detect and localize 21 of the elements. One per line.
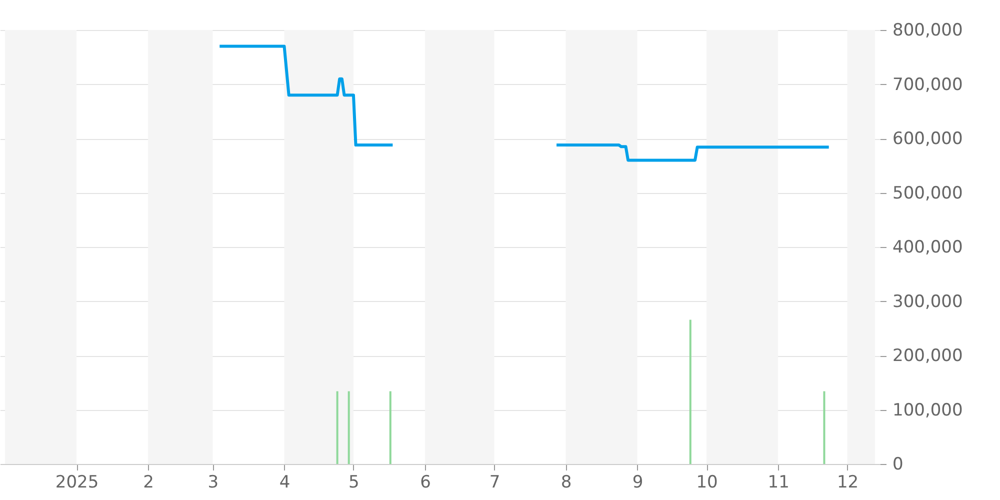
y-tick-label: 200,000 — [892, 346, 963, 366]
y-tick-label: 300,000 — [892, 292, 963, 312]
x-tick-label: 5 — [348, 472, 360, 492]
y-tick-label: 500,000 — [892, 183, 963, 204]
y-tick-label: 400,000 — [892, 238, 963, 258]
x-tick-label: 10 — [696, 472, 718, 492]
x-tick-label: 9 — [632, 472, 644, 492]
x-tick-label: 4 — [279, 472, 290, 492]
x-tick-label: 7 — [489, 472, 500, 492]
x-tick-label: 11 — [768, 472, 790, 492]
x-tick-label: 6 — [420, 472, 431, 492]
x-tick-label: 2 — [143, 472, 154, 492]
y-tick-label: 600,000 — [892, 129, 963, 149]
x-tick-label: 12 — [836, 472, 859, 492]
x-tick-label: 3 — [208, 472, 219, 492]
y-tick-label: 0 — [892, 454, 904, 474]
x-tick-label: 8 — [560, 472, 572, 492]
x-tick-label: 2025 — [55, 472, 99, 492]
y-tick-label: 800,000 — [892, 20, 963, 40]
y-tick-label: 700,000 — [892, 74, 963, 95]
y-tick-label: 100,000 — [892, 400, 963, 420]
